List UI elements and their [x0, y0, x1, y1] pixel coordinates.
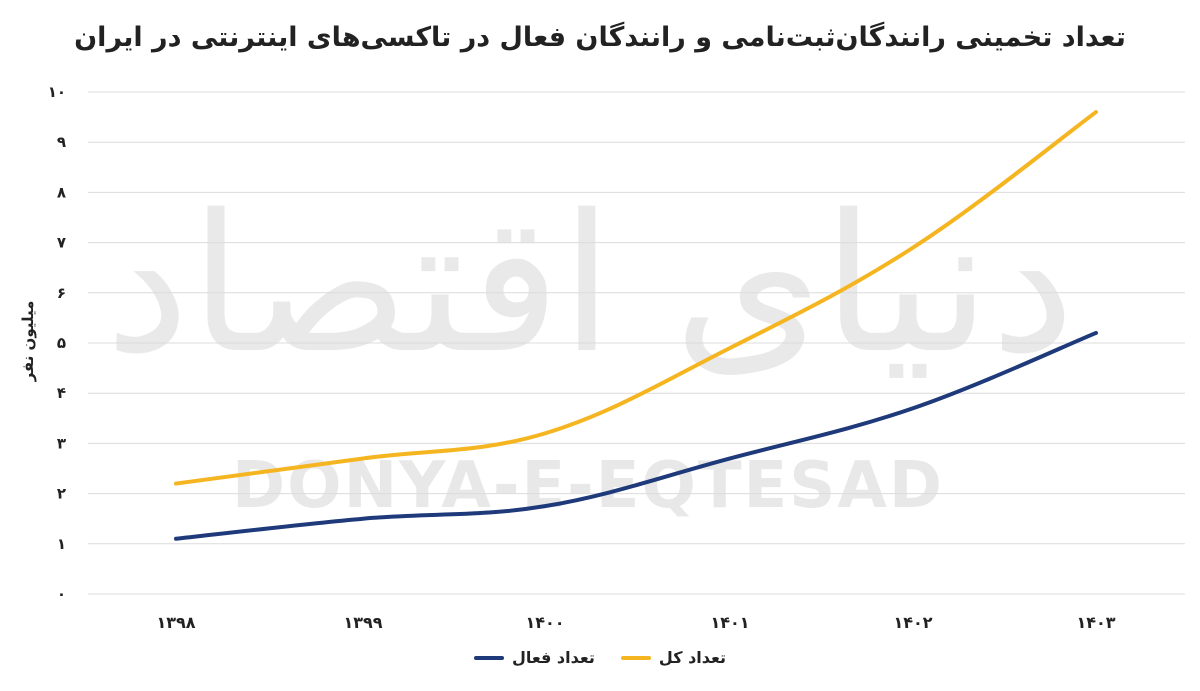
series-line-1: [174, 330, 1098, 541]
watermark-logo: دنیای اقتصاد: [105, 174, 1075, 395]
y-tick-labels: ۰ ۱ ۲ ۳ ۴ ۵ ۶ ۷ ۸ ۹ ۱۰: [48, 83, 66, 603]
x-tick-labels: ۱۳۹۸ ۱۳۹۹ ۱۴۰۰ ۱۴۰۱ ۱۴۰۲ ۱۴۰۳: [156, 613, 1115, 632]
watermark: دنیای اقتصاد DONYA-E-EQTESAD: [105, 174, 1075, 523]
chart-title: تعداد تخمینی رانندگان‌ثبت‌نامی و رانندگا…: [74, 22, 1126, 53]
x-tick-label: ۱۴۰۰: [525, 613, 564, 632]
y-tick-label: ۱۰: [48, 83, 66, 101]
y-tick-label: ۹: [57, 133, 66, 151]
legend-item-0: تعداد کل: [620, 648, 727, 667]
y-tick-label: ۵: [57, 334, 66, 352]
x-tick-label: ۱۴۰۲: [893, 613, 932, 632]
legend-item-1: تعداد فعال: [473, 648, 595, 667]
y-tick-label: ۶: [57, 284, 66, 302]
y-tick-label: ۱: [57, 535, 66, 553]
y-tick-label: ۲: [57, 485, 66, 503]
y-tick-label: ۰: [57, 585, 66, 603]
y-tick-label: ۷: [57, 234, 66, 252]
legend: تعداد کل تعداد فعال: [0, 648, 1200, 667]
y-tick-label: ۸: [57, 183, 66, 201]
series-lines: [174, 110, 1098, 541]
y-tick-label: ۴: [57, 384, 66, 402]
x-tick-label: ۱۳۹۸: [156, 613, 195, 632]
y-tick-label: ۳: [57, 434, 66, 452]
legend-label: تعداد فعال: [511, 648, 595, 667]
legend-swatch: [473, 655, 504, 660]
legend-swatch: [620, 655, 651, 660]
x-tick-label: ۱۴۰۱: [710, 613, 749, 632]
x-tick-label: ۱۴۰۳: [1076, 613, 1115, 632]
series-line-0: [174, 110, 1098, 486]
legend-label: تعداد کل: [658, 648, 727, 667]
grid-lines: [88, 91, 1185, 595]
x-tick-label: ۱۳۹۹: [343, 613, 382, 632]
